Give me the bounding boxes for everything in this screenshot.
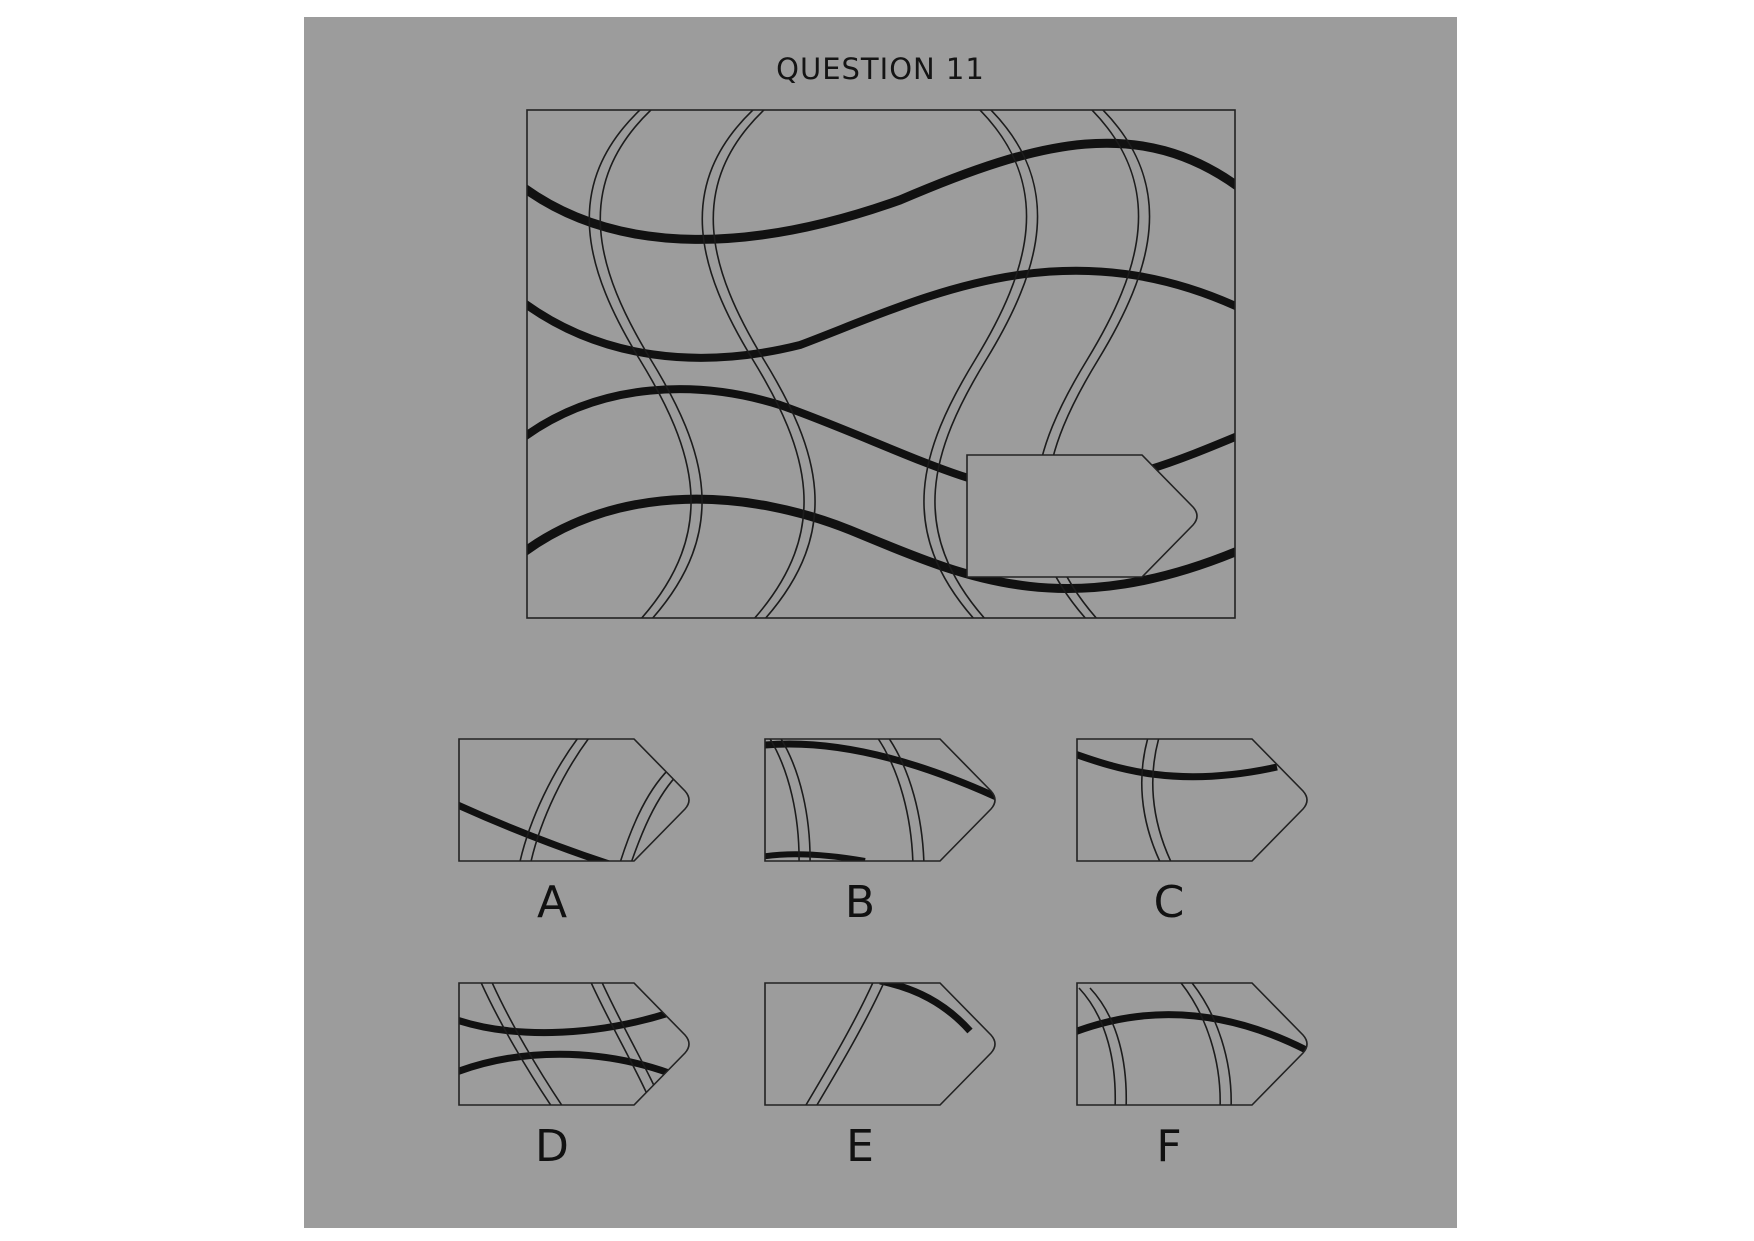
option-label-A: A [537,877,567,928]
thick-curve-2 [527,266,1235,362]
main-pattern [526,109,1236,619]
band-3 [923,110,1039,618]
missing-piece [966,454,1198,578]
question-title: QUESTION 11 [776,52,985,86]
option-label-B: B [845,877,875,928]
thick-curve-4 [527,494,1235,593]
thick-curve-1 [527,138,1235,244]
option-F[interactable] [1072,978,1312,1110]
option-label-D: D [535,1121,569,1172]
option-label-E: E [846,1121,874,1172]
option-A[interactable] [449,734,690,866]
option-E[interactable] [764,978,996,1110]
option-B[interactable] [760,734,1005,866]
band-1 [588,110,703,618]
option-C[interactable] [1072,734,1308,866]
option-label-F: F [1156,1121,1181,1172]
band-2 [701,110,816,618]
option-D[interactable] [454,978,690,1110]
option-label-C: C [1154,877,1185,928]
main-frame [526,109,1236,619]
